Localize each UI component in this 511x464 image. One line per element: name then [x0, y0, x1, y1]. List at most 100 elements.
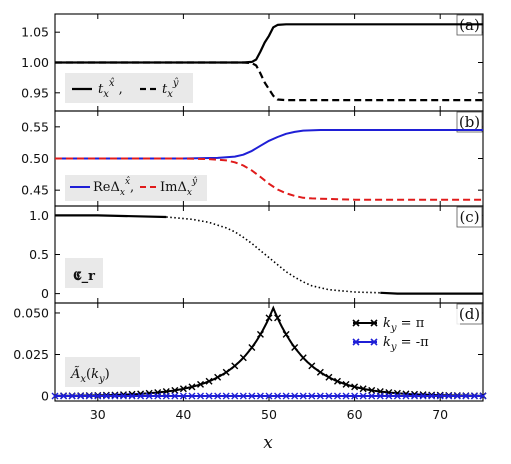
marker-ky-pi: [231, 362, 239, 370]
marker-ky-minus-pi: [94, 392, 102, 400]
marker-ky-minus-pi: [162, 392, 170, 400]
series-cr-dotted: [166, 216, 381, 294]
marker-ky-minus-pi: [428, 392, 436, 400]
marker-ky-pi: [308, 362, 316, 370]
marker-ky-minus-pi: [308, 392, 316, 400]
marker-ky-minus-pi: [453, 392, 461, 400]
marker-ky-minus-pi: [77, 392, 85, 400]
legend-a-entry-2: txŷ: [162, 78, 179, 100]
marker-ky-pi: [248, 343, 256, 351]
marker-ky-pi: [359, 385, 367, 393]
series-re-delta: [55, 129, 483, 160]
marker-ky-minus-pi: [393, 392, 401, 400]
marker-ky-pi: [188, 383, 196, 391]
panel-b-label: (b): [456, 111, 483, 133]
panel-c: 0 0.5 1.0 (c) 𝕮_r: [29, 205, 484, 304]
series-cr-solid-1: [380, 291, 483, 295]
x-tick-label: 30: [90, 407, 106, 422]
x-tick-label: 50: [261, 407, 277, 422]
panel-c-ytick-label: 1.0: [29, 208, 49, 223]
marker-ky-minus-pi: [419, 392, 427, 400]
marker-ky-minus-pi: [470, 392, 478, 400]
marker-ky-minus-pi: [299, 392, 307, 400]
marker-ky-minus-pi: [248, 392, 256, 400]
marker-ky-minus-pi: [60, 392, 68, 400]
panel-b-ytick-label: 0.45: [21, 183, 49, 198]
panel-b-ytick-label: 0.55: [21, 119, 49, 134]
marker-ky-minus-pi: [376, 392, 384, 400]
marker-ky-pi: [342, 380, 350, 388]
marker-ky-minus-pi: [351, 392, 359, 400]
svg-text:(c): (c): [459, 208, 479, 226]
panel-b-ytick-label: 0.50: [21, 151, 49, 166]
marker-ky-minus-pi: [171, 392, 179, 400]
marker-ky-minus-pi: [111, 392, 119, 400]
svg-text:(b): (b): [459, 113, 480, 131]
marker-ky-minus-pi: [282, 392, 290, 400]
marker-ky-minus-pi: [333, 392, 341, 400]
marker-ky-minus-pi: [445, 392, 453, 400]
marker-ky-pi: [239, 354, 247, 362]
legend-d-entry-2: ky = -π: [383, 335, 429, 353]
panel-c-ytick-label: 0.5: [29, 247, 49, 262]
marker-ky-pi: [299, 354, 307, 362]
marker-ky-minus-pi: [179, 392, 187, 400]
marker-ky-minus-pi: [51, 392, 59, 400]
marker-ky-pi: [222, 368, 230, 376]
marker-ky-minus-pi: [137, 392, 145, 400]
panel-d-ytick-label: 0.025: [13, 347, 49, 362]
series-cr-solid-0: [55, 214, 167, 219]
marker-ky-minus-pi: [462, 392, 470, 400]
marker-ky-minus-pi: [205, 392, 213, 400]
panel-a-ytick-label: 1.00: [21, 55, 49, 70]
marker-ky-minus-pi: [385, 392, 393, 400]
marker-ky-minus-pi: [274, 392, 282, 400]
marker-ky-pi: [351, 383, 359, 391]
marker-ky-minus-pi: [402, 392, 410, 400]
panel-a-ytick-label: 0.95: [21, 85, 49, 100]
marker-ky-minus-pi: [222, 392, 230, 400]
marker-ky-minus-pi: [214, 392, 222, 400]
marker-ky-pi: [171, 386, 179, 394]
series-t-x-xhat: [55, 23, 483, 64]
label-a-tilde-text: Ãx(ky): [70, 366, 110, 385]
panel-c-frame: [54, 205, 484, 304]
panel-c-label: (c): [456, 206, 483, 228]
panel-d-label: (d): [456, 303, 483, 325]
marker-ky-minus-pi: [411, 392, 419, 400]
marker-ky-minus-pi: [368, 392, 376, 400]
x-tick-label: 40: [175, 407, 191, 422]
x-axis-label: x: [263, 433, 273, 453]
marker-ky-pi: [197, 380, 205, 388]
legend-b-entry-2: ImΔxŷ: [160, 176, 198, 198]
svg-text:(d): (d): [459, 305, 480, 323]
marker-ky-minus-pi: [231, 392, 239, 400]
series-t-x-yhat: [55, 61, 483, 102]
marker-ky-minus-pi: [436, 392, 444, 400]
marker-ky-pi: [214, 373, 222, 381]
legend-a-entry-1: txx̂ ,: [98, 78, 123, 100]
marker-ky-pi: [291, 343, 299, 351]
marker-ky-minus-pi: [342, 392, 350, 400]
x-tick-label: 60: [347, 407, 363, 422]
marker-ky-minus-pi: [102, 392, 110, 400]
marker-ky-pi: [205, 377, 213, 385]
marker-ky-pi: [325, 373, 333, 381]
marker-ky-pi: [316, 368, 324, 376]
legend-d: ky = πky = -π: [350, 309, 460, 353]
panel-a: 0.951.001.05 (a)txx̂ , txŷ: [21, 13, 484, 112]
marker-ky-pi: [274, 314, 282, 322]
marker-ky-minus-pi: [325, 392, 333, 400]
x-tick-label: 70: [432, 407, 448, 422]
series-im-delta: [55, 157, 483, 201]
label-cr: 𝕮_r: [65, 258, 103, 288]
svg-text:𝕮_r: 𝕮_r: [73, 269, 95, 284]
marker-ky-minus-pi: [291, 392, 299, 400]
marker-ky-minus-pi: [197, 392, 205, 400]
marker-ky-minus-pi: [479, 392, 487, 400]
panel-b: 0.45 0.50 0.55 (b) ReΔxx̂, ImΔxŷ: [21, 110, 484, 207]
marker-ky-minus-pi: [359, 392, 367, 400]
marker-ky-pi: [368, 386, 376, 394]
